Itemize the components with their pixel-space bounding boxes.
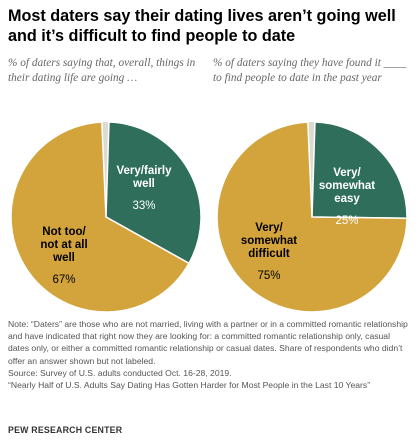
pie-slice-first <box>311 121 408 219</box>
chart-notes: Note: “Daters” are those who are not mar… <box>8 318 412 391</box>
source-text: Source: Survey of U.S. adults conducted … <box>8 367 232 378</box>
left-chart-subtitle: % of daters saying that, overall, things… <box>8 57 196 84</box>
slice-value-label: 33% <box>132 200 155 212</box>
slice-label: Very/somewhat easy <box>319 167 375 205</box>
pie-slice-second <box>10 121 190 313</box>
slice-value-label: 25% <box>335 215 358 227</box>
right-chart-subtitle: % of daters saying they have found it __… <box>213 57 407 84</box>
slice-label: Very/fairly well <box>117 165 173 190</box>
pie-chart-1: Very/fairly well 33% Not too/not at all well… <box>10 121 202 313</box>
note-text: Note: “Daters” are those who are not mar… <box>8 319 408 366</box>
pie-slice-second <box>216 121 408 313</box>
slice-label: Not too/not at all well <box>40 226 87 264</box>
pew-research-center-logo: PEW RESEARCH CENTER <box>8 425 123 435</box>
slice-value-label: 67% <box>52 274 75 286</box>
slice-label: Very/somewhat difficult <box>241 222 297 260</box>
pie-slice-first <box>105 121 202 265</box>
chart-title: Most daters say their dating lives aren’… <box>8 7 396 45</box>
pie-chart-2: Very/somewhat easy 25% Very/somewhat difficu… <box>216 121 408 313</box>
report-title-text: “Nearly Half of U.S. Adults Say Dating H… <box>8 380 371 391</box>
pie-charts: Very/fairly well 33% Not too/not at all well… <box>10 121 408 313</box>
slice-value-label: 75% <box>257 270 280 282</box>
